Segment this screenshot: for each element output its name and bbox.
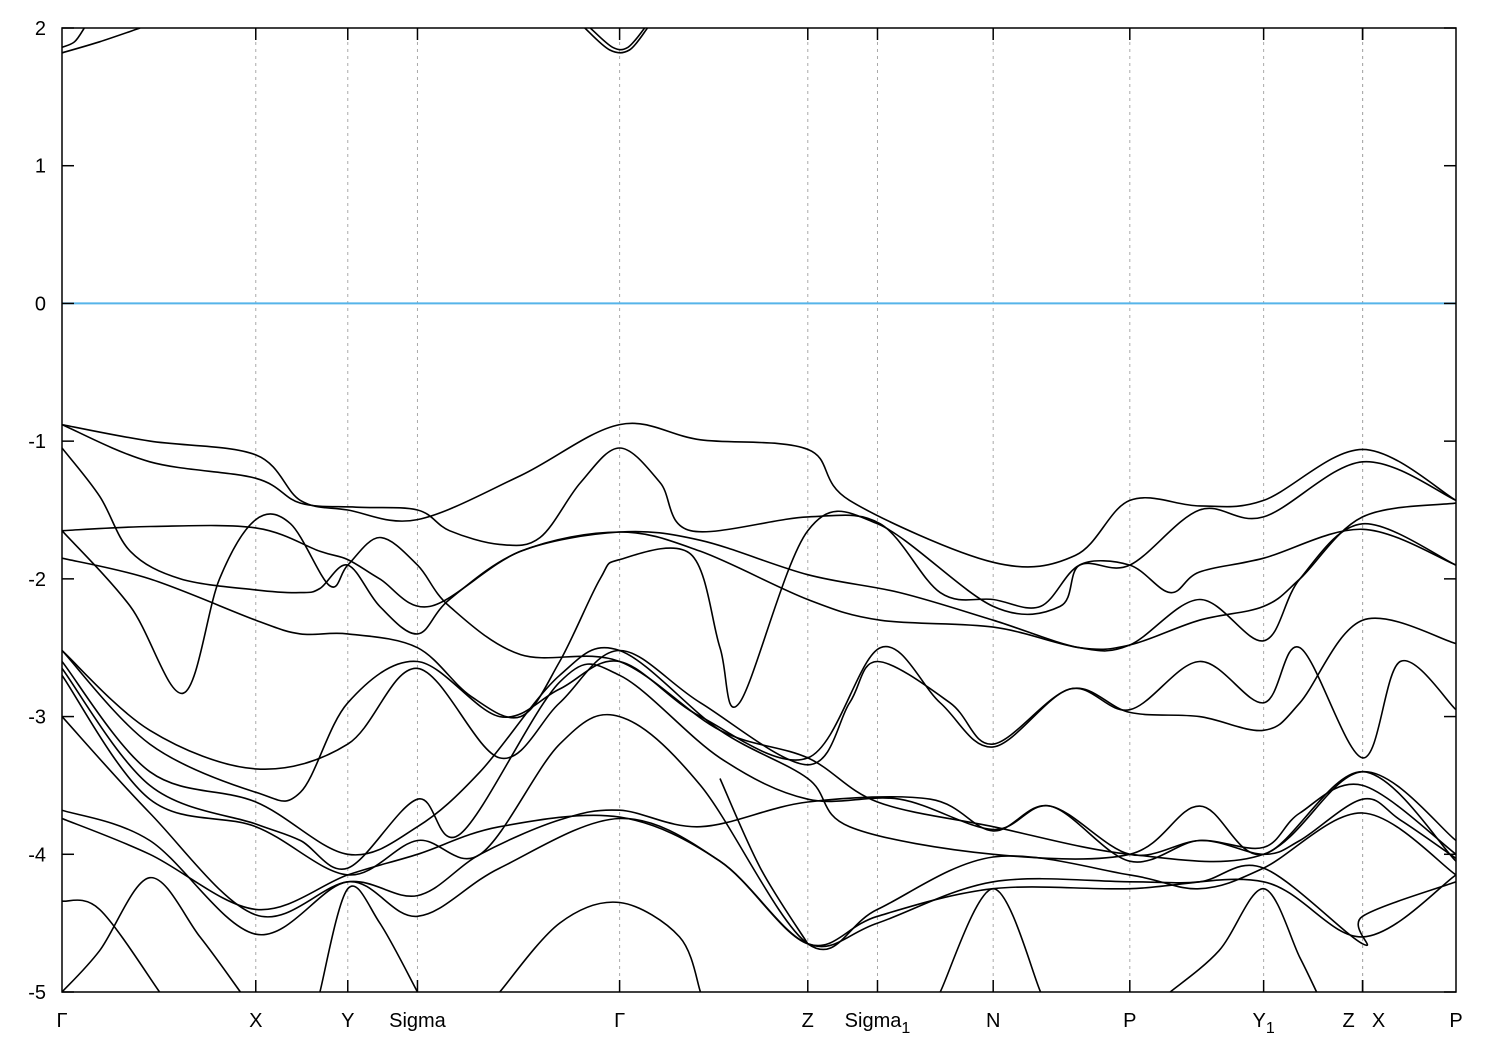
x-tick-label-text: Y bbox=[341, 1010, 354, 1032]
x-tick-label-text: Sigma bbox=[845, 1010, 903, 1032]
x-tick-label: Γ bbox=[56, 1010, 67, 1032]
band-line bbox=[62, 28, 141, 54]
band-line bbox=[589, 28, 646, 51]
band-line bbox=[62, 447, 1456, 652]
x-tick-label: P bbox=[1123, 1010, 1136, 1032]
x-tick-label: Y1 bbox=[1253, 1010, 1275, 1037]
y-tick-label: 2 bbox=[35, 18, 46, 40]
y-tick-label: 1 bbox=[35, 156, 46, 178]
x-tick-label: Y bbox=[341, 1010, 354, 1032]
x-tick-label-text: Z bbox=[1342, 1010, 1354, 1032]
y-tick-label: -1 bbox=[28, 431, 46, 453]
x-tick-label: Sigma bbox=[389, 1010, 447, 1032]
band-line bbox=[62, 422, 1456, 568]
y-axis: -5 -4 -3 -2 -1 0 1 2 bbox=[28, 18, 1456, 1004]
band-line bbox=[62, 716, 1456, 918]
band-line bbox=[62, 617, 1456, 802]
band-line bbox=[62, 899, 161, 992]
x-tick-label-text: Sigma bbox=[389, 1010, 447, 1032]
band-line bbox=[584, 28, 649, 54]
x-tick-label: N bbox=[986, 1010, 1000, 1032]
band-line bbox=[62, 876, 242, 992]
band-line bbox=[62, 663, 1456, 870]
plot-frame bbox=[61, 27, 1457, 993]
band-line bbox=[62, 510, 1456, 719]
x-tick-label-text: Γ bbox=[56, 1010, 67, 1032]
x-tick-label: Sigma1 bbox=[845, 1010, 911, 1037]
y-tick-label: -4 bbox=[28, 844, 46, 866]
band-line bbox=[62, 814, 1456, 947]
x-tick-label-text: Y bbox=[1253, 1010, 1266, 1032]
x-tick-label-subscript: 1 bbox=[901, 1020, 910, 1037]
x-tick-label-text: X bbox=[249, 1010, 262, 1032]
band-line bbox=[499, 901, 702, 992]
x-tick-label: X bbox=[249, 1010, 262, 1032]
x-tick-label: Γ bbox=[614, 1010, 625, 1032]
band-line bbox=[62, 674, 1456, 951]
band-line bbox=[62, 28, 85, 49]
band-line bbox=[1169, 887, 1318, 992]
band-line bbox=[62, 646, 1456, 862]
x-tick-label: X bbox=[1372, 1010, 1385, 1032]
y-tick-label: -3 bbox=[28, 707, 46, 729]
x-tick-label-text: P bbox=[1123, 1010, 1136, 1032]
x-axis: Γ X Y Sigma Γ Z Sigma1 N P Y1 Z X P bbox=[56, 28, 1463, 1037]
bands bbox=[62, 28, 1456, 992]
y-tick-label: 0 bbox=[35, 293, 46, 315]
x-tick-label: Z bbox=[1342, 1010, 1354, 1032]
x-tick-label-text: X bbox=[1372, 1010, 1385, 1032]
symmetry-gridlines bbox=[255, 28, 1364, 992]
x-tick-label: Z bbox=[802, 1010, 814, 1032]
y-tick-label: -5 bbox=[28, 982, 46, 1004]
band-line bbox=[319, 885, 419, 992]
band-line bbox=[62, 502, 1456, 651]
x-tick-label-text: P bbox=[1449, 1010, 1462, 1032]
x-tick-label-text: N bbox=[986, 1010, 1000, 1032]
y-tick-label: -2 bbox=[28, 569, 46, 591]
x-tick-label-text: Γ bbox=[614, 1010, 625, 1032]
x-tick-label: P bbox=[1449, 1010, 1462, 1032]
band-line bbox=[62, 646, 1456, 771]
band-line bbox=[62, 423, 1456, 609]
band-line bbox=[939, 887, 1042, 992]
x-tick-label-text: Z bbox=[802, 1010, 814, 1032]
band-line bbox=[719, 778, 809, 945]
x-tick-label-subscript: 1 bbox=[1266, 1020, 1275, 1037]
